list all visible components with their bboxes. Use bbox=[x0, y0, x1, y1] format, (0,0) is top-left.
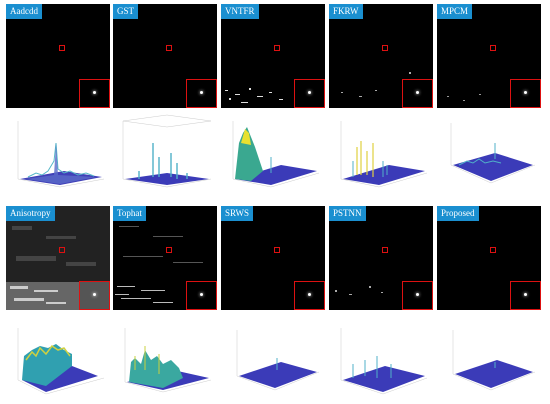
result-image-srws: SRWS bbox=[221, 206, 325, 310]
target-box bbox=[490, 45, 496, 51]
clutter-texture bbox=[115, 226, 203, 303]
surface-plot-mpcm bbox=[437, 113, 541, 191]
target-box bbox=[166, 247, 172, 253]
result-image-anisotropy: Anisotropy bbox=[6, 206, 110, 310]
method-label: SRWS bbox=[221, 206, 254, 221]
method-label: PSTNN bbox=[329, 206, 366, 221]
method-label: MPCM bbox=[437, 4, 473, 19]
zoom-inset bbox=[186, 281, 217, 310]
surface-plot-srws bbox=[221, 320, 325, 398]
method-label: VNTFR bbox=[221, 4, 259, 19]
zoom-inset bbox=[79, 79, 110, 108]
method-label: Aadcdd bbox=[6, 4, 42, 19]
target-box bbox=[274, 45, 280, 51]
zoom-inset bbox=[294, 79, 325, 108]
method-label: Anisotropy bbox=[6, 206, 55, 221]
method-label: Tophat bbox=[113, 206, 146, 221]
target-box bbox=[382, 247, 388, 253]
method-label: FKRW bbox=[329, 4, 363, 19]
result-image-gst: GST bbox=[113, 4, 217, 108]
result-image-tophat: Tophat bbox=[113, 206, 217, 310]
clutter-noise bbox=[341, 72, 411, 97]
zoom-inset bbox=[79, 281, 110, 310]
zoom-inset bbox=[186, 79, 217, 108]
clutter-noise bbox=[225, 88, 283, 103]
target-box bbox=[59, 247, 65, 253]
target-box bbox=[490, 247, 496, 253]
target-box bbox=[274, 247, 280, 253]
surface-plot-fkrw bbox=[329, 113, 433, 191]
result-image-mpcm: MPCM bbox=[437, 4, 541, 108]
result-image-vntfr: VNTFR bbox=[221, 4, 325, 108]
target-box bbox=[59, 45, 65, 51]
method-label: Proposed bbox=[437, 206, 479, 221]
zoom-inset bbox=[402, 281, 433, 310]
result-image-aadcdd: Aadcdd bbox=[6, 4, 110, 108]
surface-plot-gst bbox=[113, 113, 217, 191]
clutter-noise bbox=[335, 286, 383, 295]
zoom-inset bbox=[510, 281, 541, 310]
method-label: GST bbox=[113, 4, 139, 19]
clutter-noise bbox=[447, 94, 481, 101]
zoom-inset bbox=[402, 79, 433, 108]
result-image-pstnn: PSTNN bbox=[329, 206, 433, 310]
surface-plot-aadcdd bbox=[6, 113, 110, 191]
target-box bbox=[166, 45, 172, 51]
zoom-inset bbox=[510, 79, 541, 108]
surface-plot-tophat bbox=[113, 320, 217, 398]
result-image-proposed: Proposed bbox=[437, 206, 541, 310]
target-box bbox=[382, 45, 388, 51]
surface-plot-proposed bbox=[437, 320, 541, 398]
zoom-inset bbox=[294, 281, 325, 310]
surface-plot-anisotropy bbox=[6, 320, 110, 398]
surface-plot-vntfr bbox=[221, 113, 325, 191]
result-image-fkrw: FKRW bbox=[329, 4, 433, 108]
surface-plot-pstnn bbox=[329, 320, 433, 398]
